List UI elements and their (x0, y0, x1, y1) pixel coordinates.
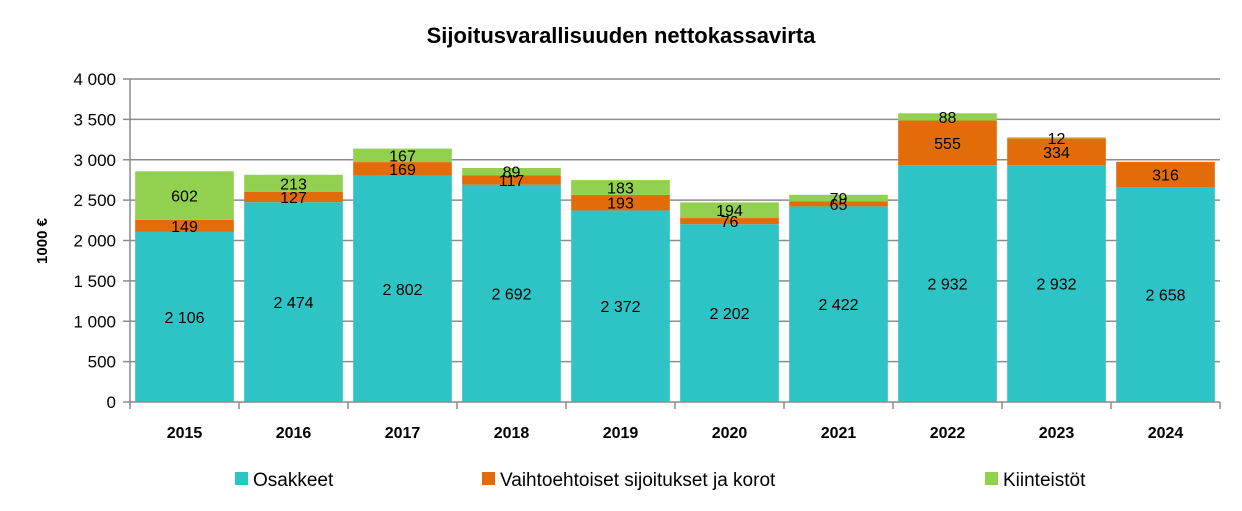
bar-segment (680, 224, 779, 402)
bar-segment (789, 194, 888, 202)
bar-segment (898, 120, 997, 166)
bar-segment (353, 162, 452, 176)
data-label: 88 (939, 110, 957, 127)
bar-segment (353, 175, 452, 402)
bar-segment (1116, 161, 1215, 188)
x-tick-label: 2023 (1039, 425, 1075, 442)
bar-segment (1007, 138, 1106, 166)
y-tick-label: 0 (107, 393, 116, 412)
data-label: 183 (607, 180, 634, 197)
x-tick-label: 2017 (385, 425, 421, 442)
bar-segment (898, 113, 997, 121)
bar-segment (898, 165, 997, 402)
bar-segment (789, 206, 888, 402)
legend-label: Osakkeet (253, 470, 334, 491)
data-label: 2 692 (491, 286, 531, 303)
y-tick-label: 4 000 (73, 70, 116, 89)
y-tick-label: 3 500 (73, 110, 116, 129)
legend-swatch (482, 472, 495, 485)
data-label: 194 (716, 203, 743, 220)
y-tick-label: 500 (88, 353, 116, 372)
bar-segment (244, 191, 343, 203)
data-label: 2 658 (1145, 288, 1185, 305)
data-label: 2 474 (273, 295, 313, 312)
bar-segment (571, 194, 670, 211)
data-label: 117 (499, 173, 525, 190)
data-label: 167 (389, 148, 416, 165)
x-tick-label: 2019 (603, 425, 639, 442)
bar-segment (462, 175, 561, 185)
data-label: 193 (607, 196, 634, 213)
data-label: 76 (721, 214, 739, 231)
legend-swatch (985, 472, 998, 485)
y-tick-label: 2 500 (73, 191, 116, 210)
y-axis-label: 1000 € (34, 217, 51, 264)
bar-segment (462, 167, 561, 176)
legend-label: Vaihtoehtoiset sijoitukset ja korot (500, 470, 776, 491)
legend-label: Kiinteistöt (1003, 470, 1086, 491)
bar-segment (571, 180, 670, 195)
data-label: 2 932 (1036, 277, 1076, 294)
chart-title: Sijoitusvarallisuuden nettokassavirta (427, 23, 817, 48)
x-tick-label: 2016 (276, 425, 312, 442)
data-label: 12 (1048, 131, 1066, 148)
bar-segment (135, 171, 234, 220)
data-label: 2 372 (600, 299, 640, 316)
bar-segment (353, 148, 452, 163)
data-label: 149 (171, 219, 198, 236)
x-tick-label: 2015 (167, 425, 203, 442)
data-label: 127 (280, 190, 307, 207)
x-tick-label: 2022 (930, 425, 966, 442)
data-label: 2 106 (164, 310, 204, 327)
y-tick-label: 2 000 (73, 232, 116, 251)
bar-segment (1007, 137, 1106, 139)
bar-segment (789, 201, 888, 207)
data-label: 334 (1043, 145, 1070, 162)
bar-segment (135, 219, 234, 232)
x-tick-label: 2020 (712, 425, 748, 442)
y-axis: 0 500 1 000 1 500 2 000 2 500 3 000 3 500 4 000 (73, 70, 131, 412)
data-label: 169 (389, 162, 416, 179)
data-label: 555 (934, 136, 961, 153)
data-label: 89 (503, 165, 521, 182)
x-tick-label: 2024 (1148, 425, 1184, 442)
legend-swatch (235, 472, 248, 485)
y-tick-label: 1 500 (73, 272, 116, 291)
bar-segment (680, 202, 779, 219)
data-label: 79 (830, 191, 848, 208)
y-tick-label: 1 000 (73, 312, 116, 331)
data-label: 2 932 (927, 277, 967, 294)
bar-segment (135, 231, 234, 402)
data-label: 602 (171, 189, 198, 206)
data-label: 65 (830, 197, 848, 214)
bars (135, 113, 1215, 402)
x-tick-label: 2021 (821, 425, 857, 442)
y-tick-label: 3 000 (73, 151, 116, 170)
bar-segment (462, 184, 561, 402)
bar-segment (244, 202, 343, 402)
data-label: 316 (1152, 168, 1179, 185)
data-label: 213 (280, 176, 307, 193)
legend: Osakkeet Vaihtoehtoiset sijoitukset ja ko… (235, 470, 1086, 491)
bar-segment (1116, 187, 1215, 402)
data-label: 2 422 (818, 297, 858, 314)
x-tick-label: 2018 (494, 425, 530, 442)
data-label: 2 202 (709, 306, 749, 323)
bar-segment (571, 210, 670, 402)
data-label: 2 802 (382, 282, 422, 299)
bar-segment (1007, 165, 1106, 402)
bar-segment (680, 218, 779, 225)
x-axis: 2015 2016 2017 2018 2019 2020 2021 2022 2023 2024 (129, 401, 1221, 442)
bar-segment (244, 174, 343, 192)
